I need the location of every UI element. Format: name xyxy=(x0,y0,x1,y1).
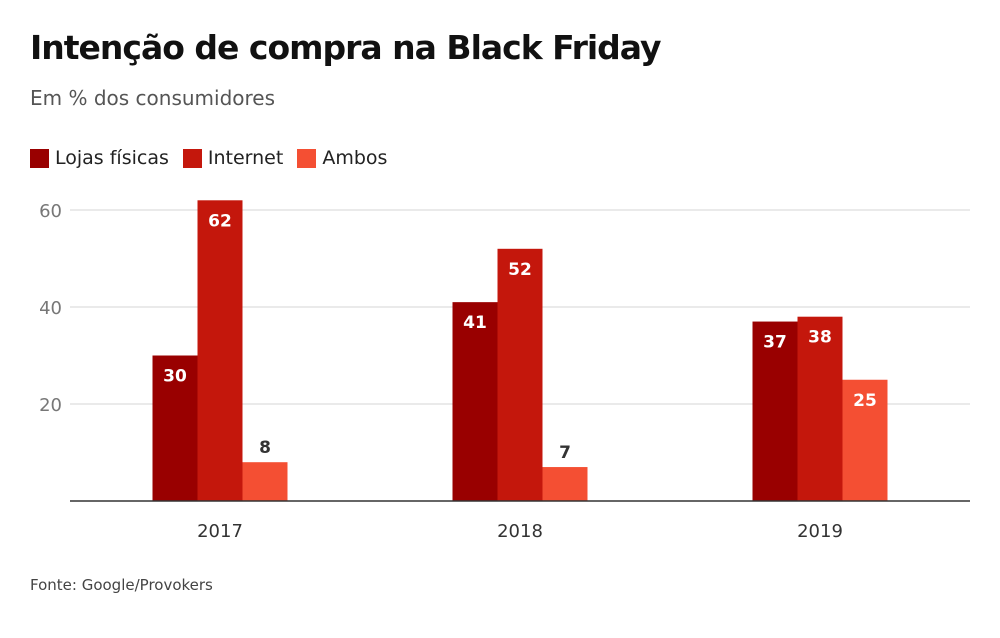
data-label: 8 xyxy=(259,438,271,458)
legend-swatch xyxy=(30,148,49,168)
y-tick-label: 20 xyxy=(39,395,62,416)
legend-label: Ambos xyxy=(322,147,388,169)
y-tick-label: 60 xyxy=(39,201,62,222)
source-note: Fonte: Google/Provokers xyxy=(30,576,213,594)
data-label: 7 xyxy=(559,443,571,463)
x-tick-label: 2017 xyxy=(197,521,243,542)
chart-title: Intenção de compra na Black Friday xyxy=(30,28,662,67)
data-label: 62 xyxy=(208,211,232,231)
bar xyxy=(197,200,243,502)
y-tick-label: 40 xyxy=(39,298,62,319)
data-label: 37 xyxy=(763,333,787,353)
data-label: 38 xyxy=(808,328,832,348)
legend-item-internet: Internet xyxy=(182,147,284,169)
legend: Lojas físicas Internet Ambos xyxy=(30,147,387,169)
bar xyxy=(242,462,288,501)
chart-subtitle: Em % dos consumidores xyxy=(30,86,276,110)
data-label: 30 xyxy=(163,367,187,387)
x-tick-label: 2018 xyxy=(497,521,543,542)
bar xyxy=(842,379,888,501)
legend-item-ambos: Ambos xyxy=(297,147,387,169)
x-tick-label: 2019 xyxy=(797,521,843,542)
bar xyxy=(497,248,543,501)
data-label: 52 xyxy=(508,260,532,280)
data-label: 41 xyxy=(463,313,487,333)
bar xyxy=(542,467,588,501)
legend-item-lojas: Lojas físicas xyxy=(30,147,169,169)
legend-label: Lojas físicas xyxy=(55,147,169,169)
bar xyxy=(152,355,198,501)
data-label: 25 xyxy=(853,391,877,411)
bar xyxy=(752,321,798,501)
bar xyxy=(452,302,498,501)
legend-swatch xyxy=(182,148,202,168)
legend-swatch xyxy=(297,148,317,168)
legend-label: Internet xyxy=(207,147,284,169)
bar xyxy=(797,316,843,501)
